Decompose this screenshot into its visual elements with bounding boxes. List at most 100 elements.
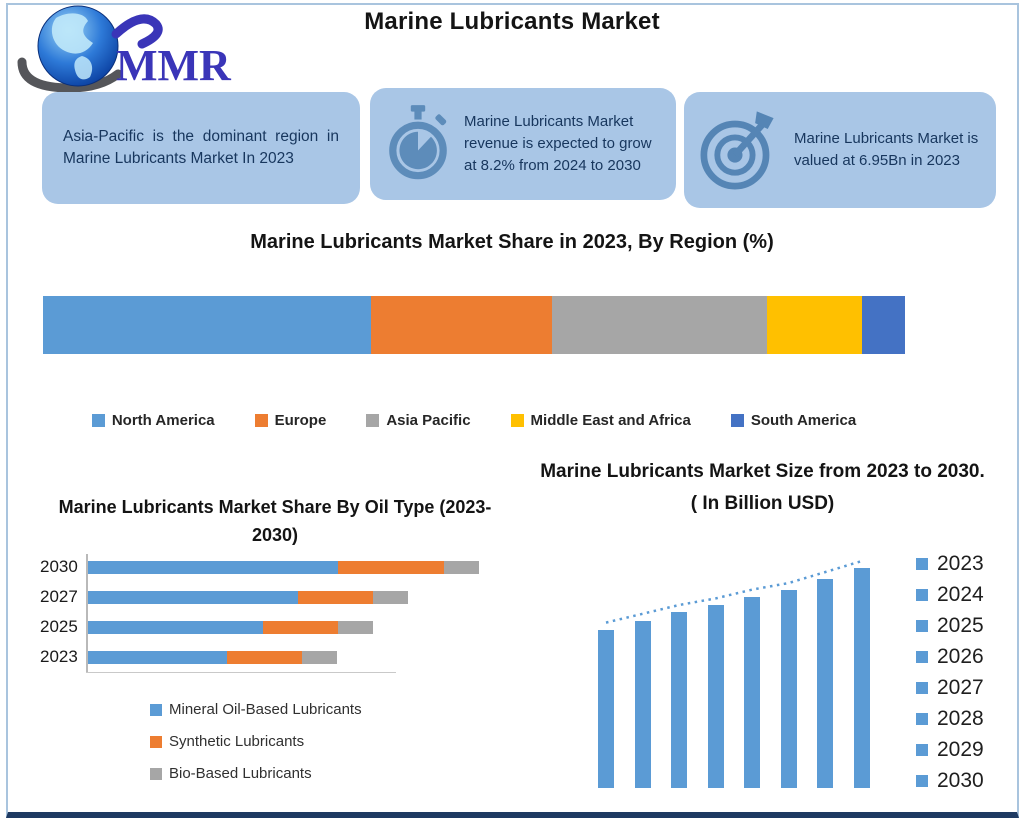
legend-label: Bio-Based Lubricants [169,765,312,782]
legend-label: South America [750,412,857,429]
legend-label: Mineral Oil-Based Lubricants [169,701,362,718]
bar-segment [337,620,373,634]
stacked-bar [86,650,338,664]
legend-item-year: 2025 [916,614,984,637]
legend-label: 2023 [937,552,984,575]
bar-2027 [744,596,761,788]
bar-segment [86,590,299,604]
legend-item-year: 2028 [916,707,984,730]
legend-label: 2030 [937,769,984,792]
legend-swatch [150,703,162,716]
legend-item-year: 2027 [916,676,984,699]
legend-item-oil: Bio-Based Lubricants [150,765,362,782]
category-label: 2030 [40,557,78,576]
oil-chart-y-axis [86,554,88,673]
legend-swatch [916,775,928,787]
globe-landmass-north [51,13,93,54]
category-label: 2023 [40,647,78,666]
legend-swatch [510,414,524,427]
legend-label: Synthetic Lubricants [169,733,305,750]
oil-row-2025: 2025 [40,612,505,642]
oil-row-2030: 2030 [40,552,505,582]
region-segment-0 [43,296,371,354]
legend-item-region: Europe [254,412,327,429]
legend-label: 2026 [937,645,984,668]
bar-2023 [598,629,614,788]
legend-label: North America [111,412,215,429]
bar-2028 [780,590,797,788]
legend-item-year: 2024 [916,583,984,606]
region-segment-2 [551,296,768,354]
oil-chart-plot: 2030 2027 2025 2023 [40,552,505,673]
highlight-card-text: Marine Lubricants Market is valued at 6.… [794,130,979,169]
legend-swatch [91,414,105,427]
target-icon [700,111,774,190]
bar-segment [86,650,228,664]
highlight-card-value: Marine Lubricants Market is valued at 6.… [684,92,996,208]
legend-swatch [730,414,744,427]
legend-item-year: 2023 [916,552,984,575]
bar-2026 [707,605,724,788]
highlight-card-text: Asia-Pacific is the dominant region in M… [63,127,339,167]
legend-swatch [150,767,162,780]
logo-swoosh-blue [111,14,163,49]
legend-label: 2027 [937,676,984,699]
legend-swatch [916,713,928,725]
bar-2029 [817,579,834,788]
legend-item-oil: Mineral Oil-Based Lubricants [150,701,362,718]
legend-item-year: 2030 [916,769,984,792]
bar-2025 [671,612,688,788]
legend-swatch [916,589,928,601]
logo-text: MMR [116,41,232,90]
legend-item-region: North America [91,412,215,429]
bar-segment [372,590,409,604]
stacked-bar [86,590,409,604]
legend-swatch [916,682,928,694]
region-stacked-bar [43,296,905,354]
legend-swatch [366,414,380,427]
oil-chart-title: Marine Lubricants Market Share By Oil Ty… [58,497,492,545]
legend-swatch [916,558,928,570]
logo-swoosh-gray [17,57,123,93]
size-chart-plot [598,568,870,788]
size-legend: 2023 2024 2025 2026 2027 2028 2029 2030 [916,552,984,801]
highlight-card-region: Asia-Pacific is the dominant region in M… [42,92,360,204]
legend-label: 2029 [937,738,984,761]
stopwatch-icon [389,105,447,180]
page-title: Marine Lubricants Market [364,8,660,35]
oil-row-2023: 2023 [40,642,505,672]
mmr-logo: MMR [17,5,232,93]
bar-2024 [634,620,651,788]
oil-chart-x-axis [86,672,396,673]
legend-label: 2025 [937,614,984,637]
legend-label: 2028 [937,707,984,730]
region-chart-title: Marine Lubricants Market Share in 2023, … [250,231,774,253]
category-label: 2025 [40,617,78,636]
legend-item-region: South America [730,412,857,429]
region-segment-1 [370,296,552,354]
bar-segment [86,620,263,634]
bar-segment [262,620,338,634]
bar-segment [302,650,338,664]
legend-swatch [916,651,928,663]
region-legend: North America Europe Asia Pacific Middle Ea… [43,412,905,429]
legend-swatch [254,414,268,427]
legend-swatch [916,620,928,632]
legend-item-year: 2026 [916,645,984,668]
size-chart-title: Marine Lubricants Market Size from 2023 … [540,461,985,515]
stacked-bar [86,620,373,634]
legend-swatch [916,744,928,756]
legend-item-year: 2029 [916,738,984,761]
legend-label: Europe [274,412,327,429]
legend-item-oil: Synthetic Lubricants [150,733,362,750]
globe-landmass-south [74,56,93,80]
stacked-bar [86,560,479,574]
legend-label: Middle East and Africa [530,412,691,429]
bar-segment [298,590,373,604]
legend-label: Asia Pacific [386,412,471,429]
bar-segment [227,650,303,664]
highlight-card-text: Marine Lubricants Market revenue is expe… [464,113,652,174]
legend-item-region: Middle East and Africa [510,412,691,429]
bar-segment [443,560,479,574]
